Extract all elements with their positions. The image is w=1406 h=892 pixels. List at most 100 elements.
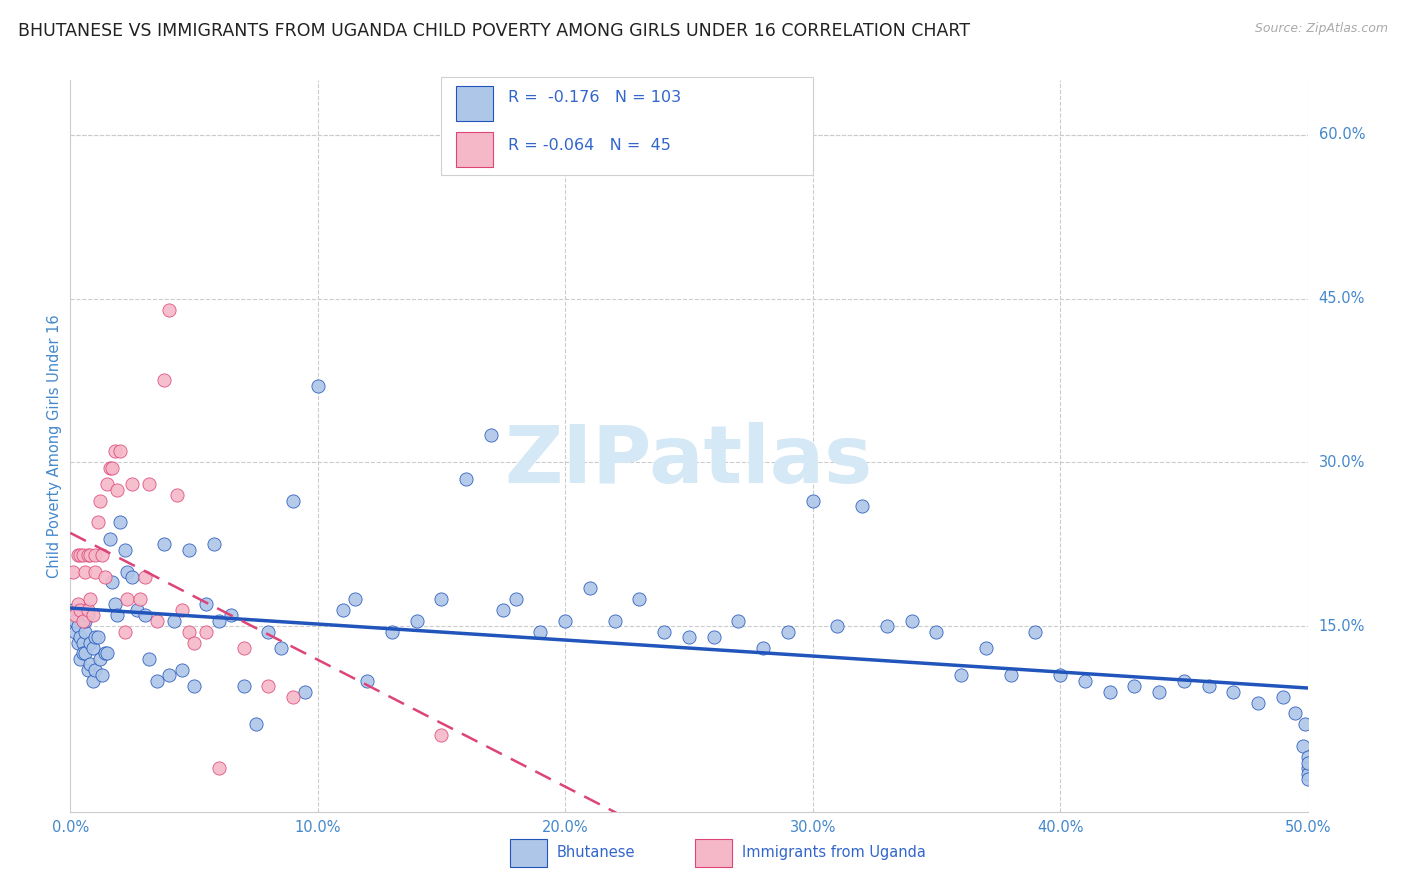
Point bbox=[294, 684, 316, 698]
Point bbox=[128, 591, 150, 606]
Point bbox=[91, 668, 114, 682]
Point bbox=[1173, 673, 1195, 688]
Text: 15.0%: 15.0% bbox=[1319, 619, 1365, 633]
Point bbox=[115, 591, 138, 606]
Point bbox=[1024, 624, 1046, 639]
Point bbox=[134, 570, 156, 584]
Point bbox=[101, 575, 124, 590]
Text: R = -0.064   N =  45: R = -0.064 N = 45 bbox=[509, 138, 671, 153]
Point bbox=[76, 603, 98, 617]
Point bbox=[170, 663, 193, 677]
Point bbox=[1074, 673, 1097, 688]
Point bbox=[153, 374, 176, 388]
Bar bbox=[457, 132, 494, 168]
Point bbox=[166, 488, 188, 502]
Point bbox=[84, 630, 107, 644]
Point bbox=[270, 640, 292, 655]
Point bbox=[91, 548, 114, 562]
Point bbox=[134, 608, 156, 623]
Point bbox=[195, 597, 218, 611]
Point bbox=[356, 673, 378, 688]
Point bbox=[89, 652, 111, 666]
Point bbox=[343, 591, 366, 606]
Point bbox=[82, 640, 104, 655]
Point bbox=[851, 499, 873, 513]
Point bbox=[96, 477, 118, 491]
Point bbox=[153, 537, 176, 551]
Point bbox=[603, 614, 626, 628]
Point bbox=[579, 581, 602, 595]
Point bbox=[138, 652, 160, 666]
Point bbox=[381, 624, 404, 639]
Point bbox=[925, 624, 948, 639]
Y-axis label: Child Poverty Among Girls Under 16: Child Poverty Among Girls Under 16 bbox=[46, 314, 62, 578]
Point bbox=[72, 647, 94, 661]
Point bbox=[703, 630, 725, 644]
Point bbox=[65, 608, 87, 623]
Point bbox=[1198, 679, 1220, 693]
Text: 30.0%: 30.0% bbox=[1319, 455, 1365, 470]
Point bbox=[79, 591, 101, 606]
Point bbox=[628, 591, 651, 606]
Point bbox=[79, 635, 101, 649]
Point bbox=[96, 647, 118, 661]
Text: 45.0%: 45.0% bbox=[1319, 291, 1365, 306]
Point bbox=[801, 493, 824, 508]
Point bbox=[72, 548, 94, 562]
Point bbox=[157, 302, 180, 317]
Point bbox=[101, 460, 124, 475]
Point bbox=[94, 647, 117, 661]
Point bbox=[66, 548, 89, 562]
Point bbox=[678, 630, 700, 644]
Point bbox=[62, 565, 84, 579]
Point bbox=[652, 624, 675, 639]
Point bbox=[974, 640, 997, 655]
Point bbox=[876, 619, 898, 633]
Point bbox=[65, 624, 87, 639]
Text: ZIPatlas: ZIPatlas bbox=[505, 422, 873, 500]
Point bbox=[98, 532, 121, 546]
Point bbox=[183, 679, 205, 693]
Point bbox=[69, 603, 91, 617]
Point bbox=[1291, 739, 1313, 754]
Point bbox=[1271, 690, 1294, 704]
Point bbox=[219, 608, 242, 623]
Point bbox=[456, 472, 478, 486]
Point bbox=[1284, 706, 1306, 721]
Point bbox=[72, 614, 94, 628]
Point bbox=[430, 728, 453, 742]
Point bbox=[69, 630, 91, 644]
Point bbox=[752, 640, 775, 655]
Point bbox=[121, 477, 143, 491]
Point bbox=[84, 663, 107, 677]
Point bbox=[1123, 679, 1146, 693]
Point bbox=[94, 570, 117, 584]
Point bbox=[1247, 696, 1270, 710]
Point bbox=[1296, 756, 1319, 770]
Point bbox=[208, 614, 231, 628]
Point bbox=[950, 668, 973, 682]
Point bbox=[65, 614, 87, 628]
Point bbox=[105, 608, 128, 623]
Point bbox=[1222, 684, 1244, 698]
Point bbox=[1147, 684, 1170, 698]
Point bbox=[232, 679, 254, 693]
Point bbox=[76, 663, 98, 677]
Point bbox=[479, 428, 502, 442]
Bar bbox=[695, 838, 733, 867]
Point bbox=[79, 657, 101, 672]
Point bbox=[163, 614, 186, 628]
Point bbox=[430, 591, 453, 606]
Point bbox=[105, 483, 128, 497]
Point bbox=[554, 614, 576, 628]
Point bbox=[76, 548, 98, 562]
Point bbox=[281, 690, 304, 704]
Point bbox=[121, 570, 143, 584]
Point bbox=[307, 379, 329, 393]
Text: 60.0%: 60.0% bbox=[1319, 128, 1365, 143]
Bar bbox=[509, 838, 547, 867]
Point bbox=[1098, 684, 1121, 698]
Point bbox=[492, 603, 515, 617]
Point bbox=[1296, 761, 1319, 775]
Point bbox=[257, 679, 280, 693]
